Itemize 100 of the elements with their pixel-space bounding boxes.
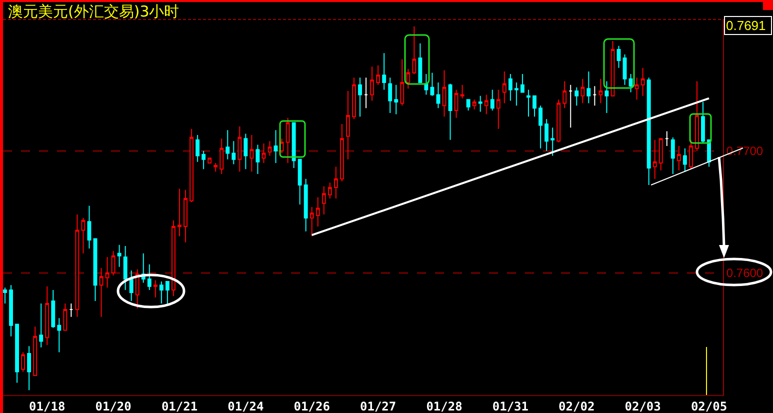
candlestick bbox=[412, 26, 416, 74]
x-tick-label: 01/27 bbox=[360, 399, 396, 413]
candlestick bbox=[33, 326, 38, 376]
candlestick bbox=[460, 84, 464, 99]
candlestick bbox=[640, 67, 645, 96]
candlestick bbox=[472, 99, 476, 110]
x-tick-label: 01/21 bbox=[161, 399, 198, 413]
candlestick bbox=[550, 127, 555, 156]
candlestick bbox=[346, 90, 350, 160]
candlestick bbox=[286, 117, 290, 164]
candlestick bbox=[202, 150, 206, 170]
candlestick bbox=[196, 134, 200, 162]
candlestick bbox=[220, 138, 224, 175]
candlestick bbox=[111, 250, 116, 276]
candlestick bbox=[520, 73, 524, 93]
candlestick bbox=[99, 268, 104, 318]
candlestick bbox=[9, 284, 13, 337]
candlestick bbox=[159, 280, 164, 304]
x-tick-label: 01/26 bbox=[294, 399, 330, 413]
candlestick bbox=[604, 80, 609, 114]
candlestick bbox=[135, 268, 140, 309]
candlestick bbox=[586, 70, 591, 104]
x-tick-label: 02/02 bbox=[558, 399, 595, 413]
candlestick bbox=[676, 145, 681, 171]
candlestick bbox=[147, 264, 152, 291]
candlestick bbox=[430, 72, 434, 96]
candlestick bbox=[358, 77, 362, 118]
candlestick bbox=[688, 139, 693, 170]
candlestick bbox=[370, 66, 374, 102]
candlestick bbox=[532, 95, 536, 118]
candlestick bbox=[340, 123, 344, 182]
candlestick bbox=[454, 89, 458, 118]
candlestick bbox=[63, 302, 68, 331]
candlestick bbox=[3, 287, 7, 304]
candlestick bbox=[628, 73, 633, 93]
candlestick bbox=[484, 94, 488, 115]
candlestick bbox=[15, 324, 20, 384]
candlestick bbox=[184, 189, 188, 243]
candlestick bbox=[298, 158, 302, 206]
candlestick bbox=[664, 130, 669, 146]
candlestick bbox=[556, 99, 561, 143]
x-tick-label: 01/24 bbox=[228, 399, 264, 413]
candlestick bbox=[694, 80, 699, 152]
candlestick bbox=[172, 220, 176, 297]
x-tick-label: 01/20 bbox=[95, 399, 132, 413]
candlestick bbox=[328, 182, 332, 199]
x-tick-label: 01/18 bbox=[29, 399, 66, 413]
candlestick bbox=[502, 70, 506, 104]
candlestick bbox=[69, 302, 74, 318]
candlestick bbox=[208, 158, 212, 164]
candlestick bbox=[634, 77, 639, 100]
y-tick-label: 0.7600 bbox=[726, 266, 764, 280]
candlestick bbox=[165, 280, 170, 304]
candlestick bbox=[544, 118, 549, 152]
candlestick bbox=[310, 206, 314, 237]
candlestick bbox=[292, 122, 296, 168]
candlestick bbox=[376, 64, 380, 86]
candlestick bbox=[568, 84, 573, 128]
x-tick-label: 01/28 bbox=[426, 399, 462, 413]
candlestick bbox=[701, 102, 705, 144]
chart-title: 澳元美元(外汇交易)3小时 bbox=[8, 2, 180, 20]
candlestick bbox=[646, 77, 651, 186]
candlestick bbox=[580, 78, 585, 104]
candlestick bbox=[418, 42, 422, 83]
candlestick bbox=[316, 196, 320, 228]
candlestick bbox=[490, 89, 494, 112]
candlestick bbox=[592, 86, 597, 106]
candlestick bbox=[81, 217, 86, 254]
candlestick bbox=[448, 83, 452, 140]
candlestick bbox=[682, 148, 687, 172]
candlestick bbox=[622, 54, 627, 86]
candlestick bbox=[496, 89, 500, 130]
candlestick bbox=[21, 352, 26, 372]
candlestick bbox=[178, 188, 182, 237]
x-tick-label: 02/03 bbox=[624, 399, 661, 413]
candlestick bbox=[382, 52, 386, 90]
candlestick bbox=[394, 84, 398, 115]
candlestick bbox=[45, 286, 50, 346]
candlestick bbox=[406, 68, 410, 90]
candlestick bbox=[129, 270, 134, 302]
candlestick bbox=[508, 73, 512, 102]
x-tick-label: 01/31 bbox=[492, 399, 529, 413]
candlestick bbox=[334, 166, 338, 199]
candlestick bbox=[526, 89, 530, 118]
candlestick bbox=[93, 238, 98, 302]
candlestick bbox=[658, 138, 663, 171]
candlestick bbox=[424, 73, 428, 96]
candlestick bbox=[670, 136, 675, 175]
text: 0.7691 bbox=[726, 18, 766, 33]
candlestick bbox=[250, 134, 254, 172]
candlestick bbox=[117, 244, 122, 268]
candlestick bbox=[514, 82, 518, 106]
candlestick bbox=[274, 130, 278, 164]
candlestick bbox=[400, 58, 404, 106]
candlestick bbox=[39, 302, 44, 348]
candlestick bbox=[304, 178, 308, 232]
candlestick bbox=[616, 45, 621, 68]
candlestick bbox=[262, 143, 266, 164]
candlestick bbox=[478, 95, 482, 112]
candlestick bbox=[87, 205, 92, 250]
